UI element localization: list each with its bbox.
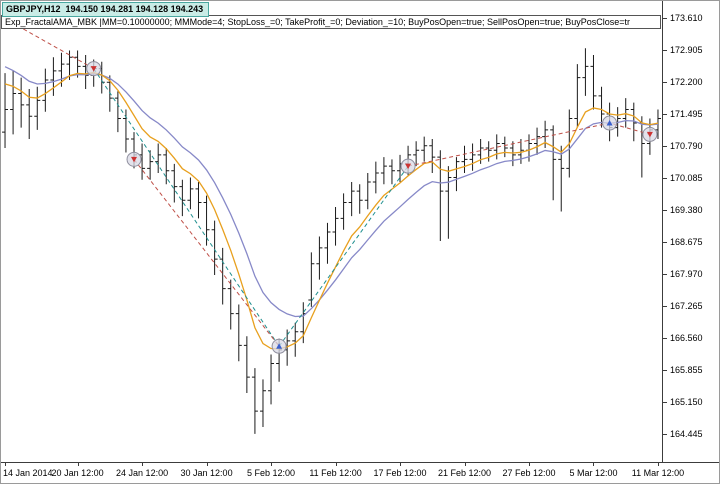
trade-marker[interactable] — [642, 126, 658, 142]
mama-line — [4, 66, 659, 318]
price-axis-tick — [663, 18, 667, 20]
trade-marker[interactable] — [86, 61, 102, 77]
price-axis-label: 165.150 — [670, 397, 703, 408]
sell-arrow-icon — [646, 131, 653, 138]
trade-marker[interactable] — [400, 158, 416, 174]
price-axis-label: 167.265 — [670, 301, 703, 312]
price-axis-label: 171.495 — [670, 109, 703, 120]
sell-arrow-icon — [90, 66, 97, 72]
time-axis[interactable]: 14 Jan 2014 20 Jan 12:00 24 Jan 12:00 30 Ja… — [1, 462, 719, 483]
price-axis-tick — [663, 82, 667, 84]
sell-arrow-icon — [405, 163, 412, 170]
price-axis-label: 170.085 — [670, 173, 703, 184]
price-axis[interactable]: 173.610 172.905 172.200 171.495 170.790 170.0… — [662, 1, 719, 462]
time-axis-label: 20 Jan 12:00 — [51, 468, 104, 478]
time-axis-tick — [528, 463, 530, 466]
trade-marker[interactable] — [602, 115, 618, 131]
time-axis-label: 17 Feb 12:00 — [373, 468, 427, 478]
time-axis-tick — [142, 463, 144, 466]
trade-marker[interactable] — [126, 151, 142, 167]
time-axis-tick — [206, 463, 208, 466]
price-axis-tick — [663, 242, 667, 244]
price-axis-tick — [663, 50, 667, 52]
price-axis-label: 164.445 — [670, 429, 703, 440]
price-axis-label: 168.675 — [670, 237, 703, 248]
price-axis-tick — [663, 146, 667, 148]
time-axis-label: 21 Feb 12:00 — [437, 468, 492, 478]
time-axis-label: 24 Jan 12:00 — [116, 468, 169, 478]
time-axis-label: 11 Feb 12:00 — [309, 468, 362, 478]
price-axis-tick — [663, 274, 667, 276]
price-axis-tick — [663, 306, 667, 308]
time-axis-tick — [593, 463, 595, 466]
price-axis-label: 172.200 — [670, 77, 703, 88]
trade-marker[interactable] — [271, 338, 287, 354]
buy-trade-line — [93, 68, 280, 347]
price-axis-tick — [663, 338, 667, 340]
time-axis-label: 11 Mar 12:00 — [631, 468, 685, 478]
price-axis-tick — [663, 402, 667, 404]
time-axis-label: 14 Jan 2014 — [3, 468, 53, 478]
indicator-caption: Exp_FractalAMA_MBK |MM=0.10000000; MMMod… — [1, 15, 661, 29]
price-axis-label: 166.560 — [670, 333, 703, 344]
time-axis-label: 30 Jan 12:00 — [180, 468, 233, 478]
time-axis-tick — [77, 463, 79, 466]
price-axis-label: 172.905 — [670, 45, 703, 56]
price-axis-tick — [663, 114, 667, 116]
price-axis-label: 167.970 — [670, 269, 703, 280]
buy-arrow-icon — [606, 120, 613, 126]
time-axis-tick — [271, 463, 273, 466]
price-axis-tick — [663, 370, 667, 372]
price-axis-label: 170.790 — [670, 141, 703, 152]
price-axis-label: 169.380 — [670, 205, 703, 216]
price-axis-label: 173.610 — [670, 13, 703, 24]
sell-trade-line — [133, 159, 280, 347]
time-axis-tick — [657, 463, 659, 466]
time-axis-label: 5 Mar 12:00 — [569, 468, 618, 478]
price-axis-tick — [663, 178, 667, 180]
time-axis-label: 5 Feb 12:00 — [247, 468, 296, 478]
sell-arrow-icon — [131, 156, 138, 163]
price-axis-tick — [663, 434, 667, 436]
fama-line — [4, 71, 659, 350]
time-axis-tick — [400, 463, 402, 466]
symbol-ohlc-label: GBPJPY,H12 194.150 194.281 194.128 194.2… — [2, 2, 210, 17]
time-axis-label: 27 Feb 12:00 — [502, 468, 556, 478]
ohlc-bars — [2, 48, 661, 434]
price-chart-area[interactable] — [1, 1, 662, 462]
price-axis-tick — [663, 210, 667, 212]
price-axis-label: 165.855 — [670, 365, 703, 376]
buy-arrow-icon — [276, 343, 283, 349]
buy-trade-line — [278, 165, 409, 347]
time-axis-tick — [464, 463, 466, 466]
time-axis-tick — [335, 463, 337, 466]
time-axis-tick — [5, 463, 7, 466]
